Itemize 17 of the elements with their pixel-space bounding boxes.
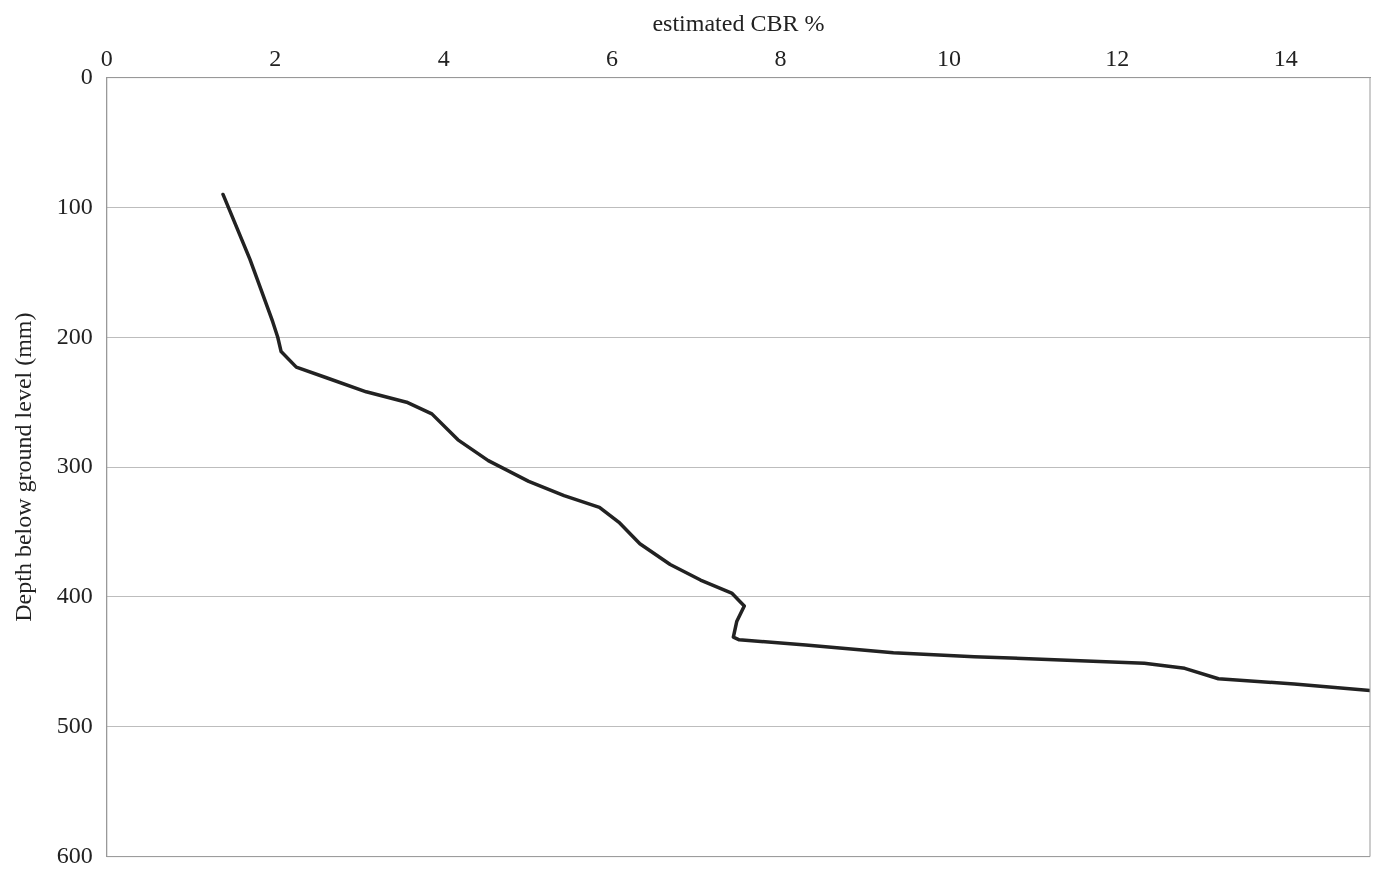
y-tick-label: 300 [56, 452, 93, 479]
x-tick-label: 10 [936, 45, 961, 72]
x-tick-label: 8 [774, 45, 787, 72]
y-axis-title: Depth below ground level (mm) [9, 312, 36, 622]
y-tick-label: 0 [80, 62, 93, 89]
y-tick-label: 600 [56, 841, 93, 868]
x-tick-label: 14 [1273, 45, 1298, 72]
x-tick-label: 2 [269, 45, 282, 72]
y-tick-label: 500 [56, 712, 93, 739]
x-axis-title: estimated CBR % [652, 9, 825, 36]
x-tick-label: 0 [100, 45, 113, 72]
y-tick-label: 100 [56, 192, 93, 219]
x-tick-label: 6 [606, 45, 619, 72]
y-tick-label: 200 [56, 322, 93, 349]
y-tick-label: 400 [56, 582, 93, 609]
x-tick-label: 4 [437, 45, 450, 72]
x-tick-label: 12 [1105, 45, 1130, 72]
